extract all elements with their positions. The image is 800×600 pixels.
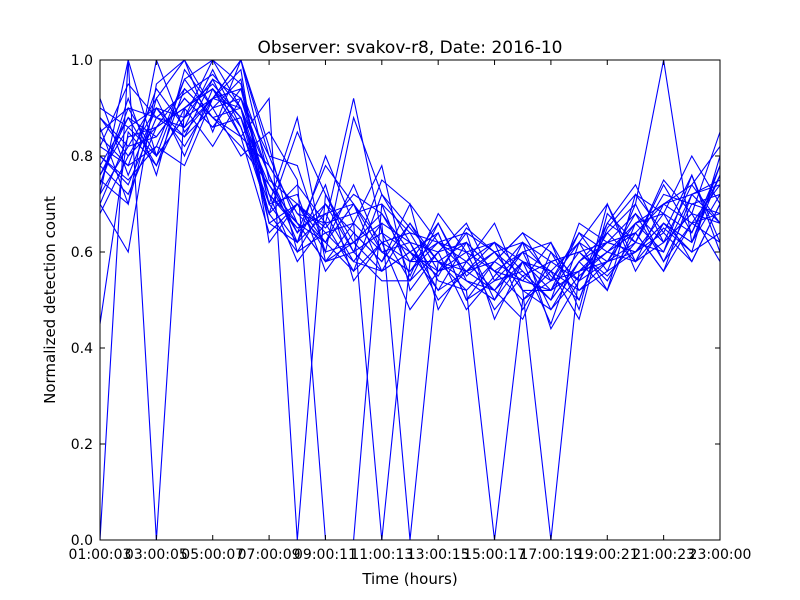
plot-frame bbox=[99, 59, 721, 541]
x-tick-label: 03:00:05 bbox=[125, 547, 188, 563]
x-tick-label: 05:00:07 bbox=[181, 547, 244, 563]
x-tick-label: 17:00:19 bbox=[519, 547, 582, 563]
y-axis-label: Normalized detection count bbox=[41, 196, 59, 404]
x-tick-label: 07:00:09 bbox=[238, 547, 301, 563]
x-tick-label: 23:00:00 bbox=[689, 547, 752, 563]
series-group bbox=[100, 60, 720, 540]
series-line-22 bbox=[100, 88, 720, 302]
x-axis-label: Time (hours) bbox=[361, 570, 457, 588]
tick-group: 0.0 0.2 0.4 0.6 0.8 1.0 01:00:0303:00:0505:00:… bbox=[69, 53, 752, 563]
y-tick-label: 0.0 bbox=[71, 533, 93, 549]
series-line-18 bbox=[100, 78, 720, 540]
y-tick-label: 0.6 bbox=[71, 245, 93, 261]
x-tick-label: 09:00:11 bbox=[294, 547, 357, 563]
x-tick-label: 21:00:23 bbox=[632, 547, 695, 563]
y-tick-label: 1.0 bbox=[71, 53, 93, 69]
series-line-3 bbox=[100, 60, 720, 540]
y-tick-label: 0.4 bbox=[71, 341, 93, 357]
x-tick-label: 15:00:17 bbox=[463, 547, 526, 563]
series-line-25 bbox=[100, 97, 720, 282]
x-tick-label: 01:00:03 bbox=[69, 547, 132, 563]
x-tick-label: 11:00:13 bbox=[350, 547, 413, 563]
series-line-20 bbox=[100, 60, 720, 301]
series-line-23 bbox=[100, 97, 720, 292]
y-tick-label: 0.2 bbox=[71, 437, 93, 453]
y-tick-label: 0.8 bbox=[71, 149, 93, 165]
x-tick-label: 19:00:21 bbox=[576, 547, 639, 563]
chart-title: Observer: svakov-r8, Date: 2016-10 bbox=[258, 38, 563, 58]
x-tick-label: 13:00:15 bbox=[407, 547, 470, 563]
